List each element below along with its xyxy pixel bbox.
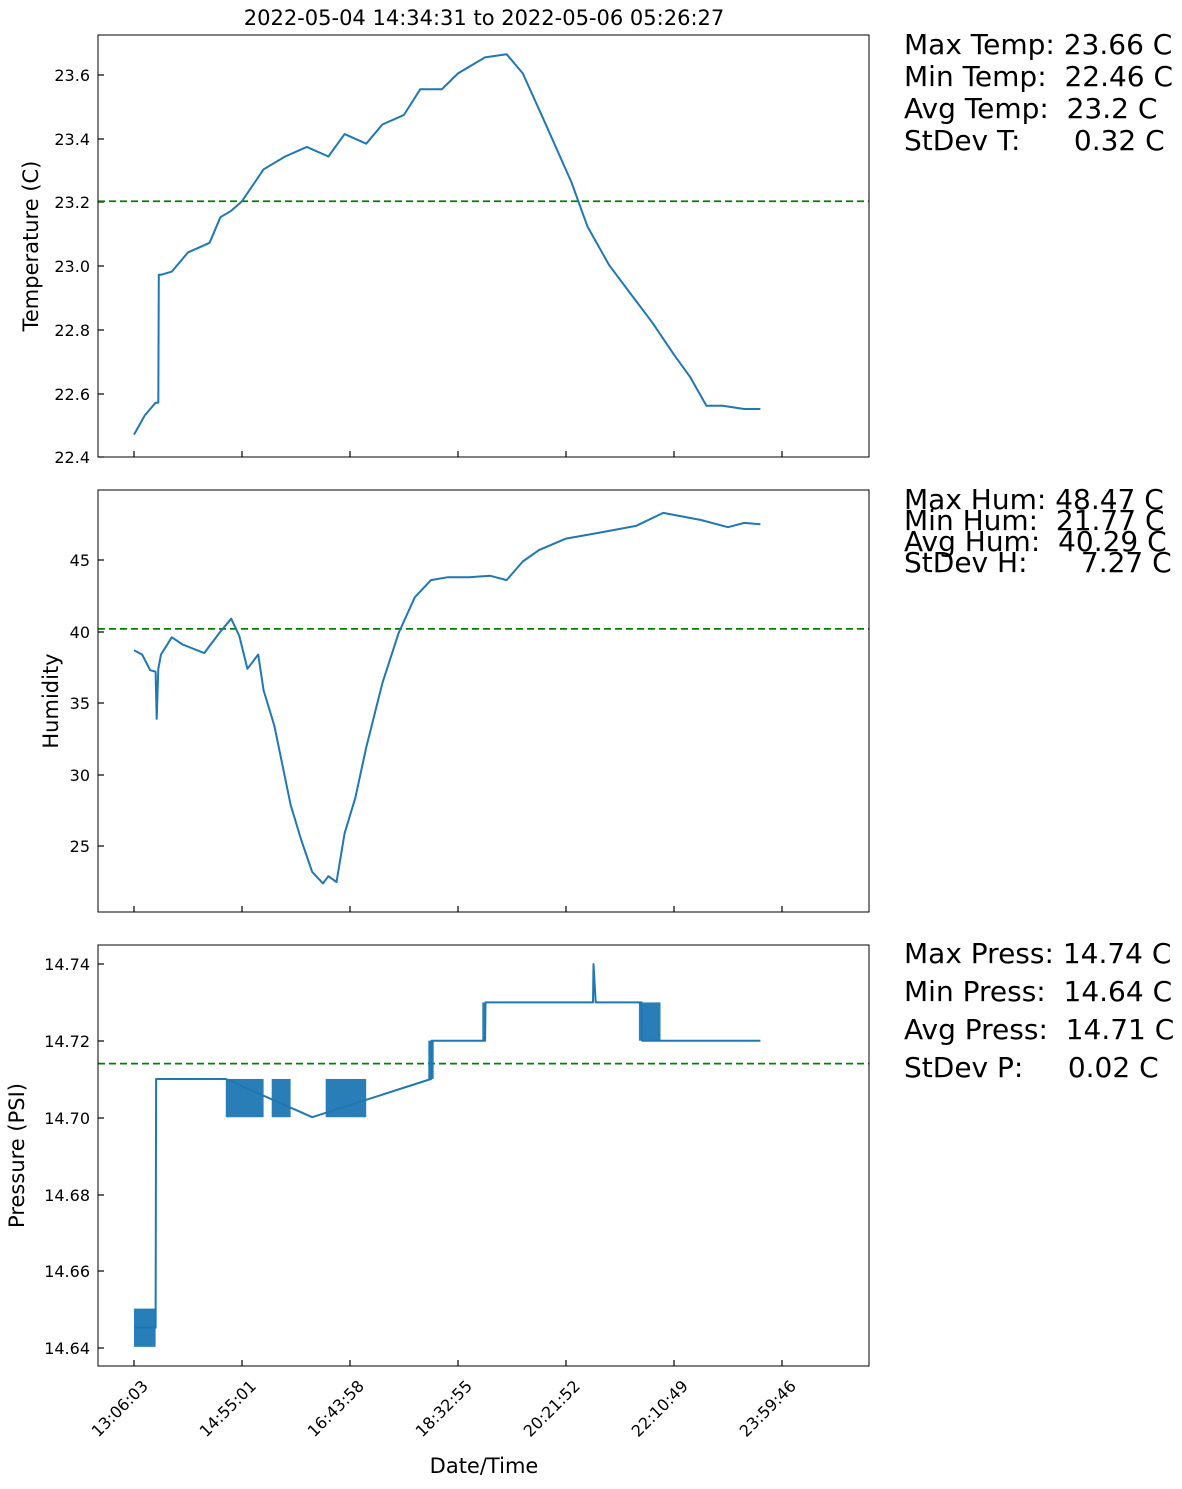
y-axis-label-humidity: Humidity <box>39 653 63 748</box>
y-tick-label-pressure: 14.74 <box>44 955 90 974</box>
series-line-temperature <box>133 53 761 436</box>
x-tick-label: 23:59:46 <box>736 1376 800 1440</box>
y-tick-label-temperature: 23.4 <box>54 130 90 149</box>
axes-frame-humidity <box>97 489 870 913</box>
axes-frame-temperature <box>97 34 870 458</box>
y-tick-label-pressure: 14.68 <box>44 1186 90 1205</box>
humidity-stats: Max Hum: 48.47 C Min Hum: 21.77 C Avg Hu… <box>904 483 1172 579</box>
y-tick-label-pressure: 14.70 <box>44 1109 90 1128</box>
temperature-stats: Max Temp: 23.66 C Min Temp: 22.46 C Avg … <box>904 28 1174 157</box>
x-tick-label: 20:21:52 <box>520 1376 584 1440</box>
press-stat-avg: Avg Press: 14.71 C <box>904 1013 1175 1046</box>
y-tick-label-humidity: 35 <box>70 694 90 713</box>
pressure-stats: Max Press: 14.74 C Min Press: 14.64 C Av… <box>904 937 1174 1089</box>
y-axis-label-pressure: Pressure (PSI) <box>5 1083 29 1228</box>
pressure-oscillation-band <box>225 1078 264 1118</box>
series-line-humidity <box>133 511 761 885</box>
y-tick-label-temperature: 22.4 <box>54 448 90 467</box>
x-tick-label: 18:32:55 <box>412 1376 476 1440</box>
pressure-oscillation-band <box>482 1002 487 1041</box>
x-tick-label: 13:06:03 <box>88 1376 152 1440</box>
x-tick-label: 16:43:58 <box>304 1376 368 1440</box>
hum-stat-avg: Avg Hum: 40.29 C <box>904 525 1167 558</box>
y-tick-label-temperature: 23.2 <box>54 193 90 212</box>
y-tick-label-pressure: 14.64 <box>44 1339 90 1358</box>
y-tick-label-temperature: 23.6 <box>54 66 90 85</box>
pressure-oscillation-band <box>428 1040 434 1079</box>
hum-stat-min: Min Hum: 21.77 C <box>904 504 1165 537</box>
temp-stat-avg: Avg Temp: 23.2 C <box>904 92 1158 125</box>
y-tick-label-temperature: 22.6 <box>54 385 90 404</box>
y-tick-label-humidity: 25 <box>70 837 90 856</box>
y-tick-label-pressure: 14.72 <box>44 1032 90 1051</box>
y-tick-label-humidity: 45 <box>70 551 90 570</box>
axes-frame-pressure <box>97 944 870 1367</box>
pressure-oscillation-band <box>325 1078 367 1118</box>
x-axis-label: Date/Time <box>429 1454 539 1478</box>
press-stat-min: Min Press: 14.64 C <box>904 975 1173 1008</box>
x-tick-label: 14:55:01 <box>196 1376 260 1440</box>
temp-stat-max: Max Temp: 23.66 C <box>904 28 1173 61</box>
y-tick-label-temperature: 23.0 <box>54 257 90 276</box>
hum-stat-max: Max Hum: 48.47 C <box>904 483 1164 516</box>
y-axis-label-temperature: Temperature (C) <box>19 161 43 333</box>
press-stat-stdev: StDev P: 0.02 C <box>904 1051 1159 1084</box>
temp-stat-stdev: StDev T: 0.32 C <box>904 124 1165 157</box>
y-tick-label-pressure: 14.66 <box>44 1262 90 1281</box>
pressure-oscillation-band <box>638 1002 661 1041</box>
x-tick-label: 22:10:49 <box>628 1376 692 1440</box>
chart-title: 2022-05-04 14:34:31 to 2022-05-06 05:26:… <box>243 6 725 30</box>
hum-stat-stdev: StDev H: 7.27 C <box>904 546 1172 579</box>
y-tick-label-temperature: 22.8 <box>54 321 90 340</box>
press-stat-max: Max Press: 14.74 C <box>904 937 1172 970</box>
y-tick-label-humidity: 40 <box>70 623 90 642</box>
pressure-oscillation-band <box>134 1308 156 1347</box>
pressure-oscillation-band <box>271 1078 291 1118</box>
temp-stat-min: Min Temp: 22.46 C <box>904 60 1174 93</box>
series-line-pressure <box>134 963 761 1329</box>
y-tick-label-humidity: 30 <box>70 766 90 785</box>
